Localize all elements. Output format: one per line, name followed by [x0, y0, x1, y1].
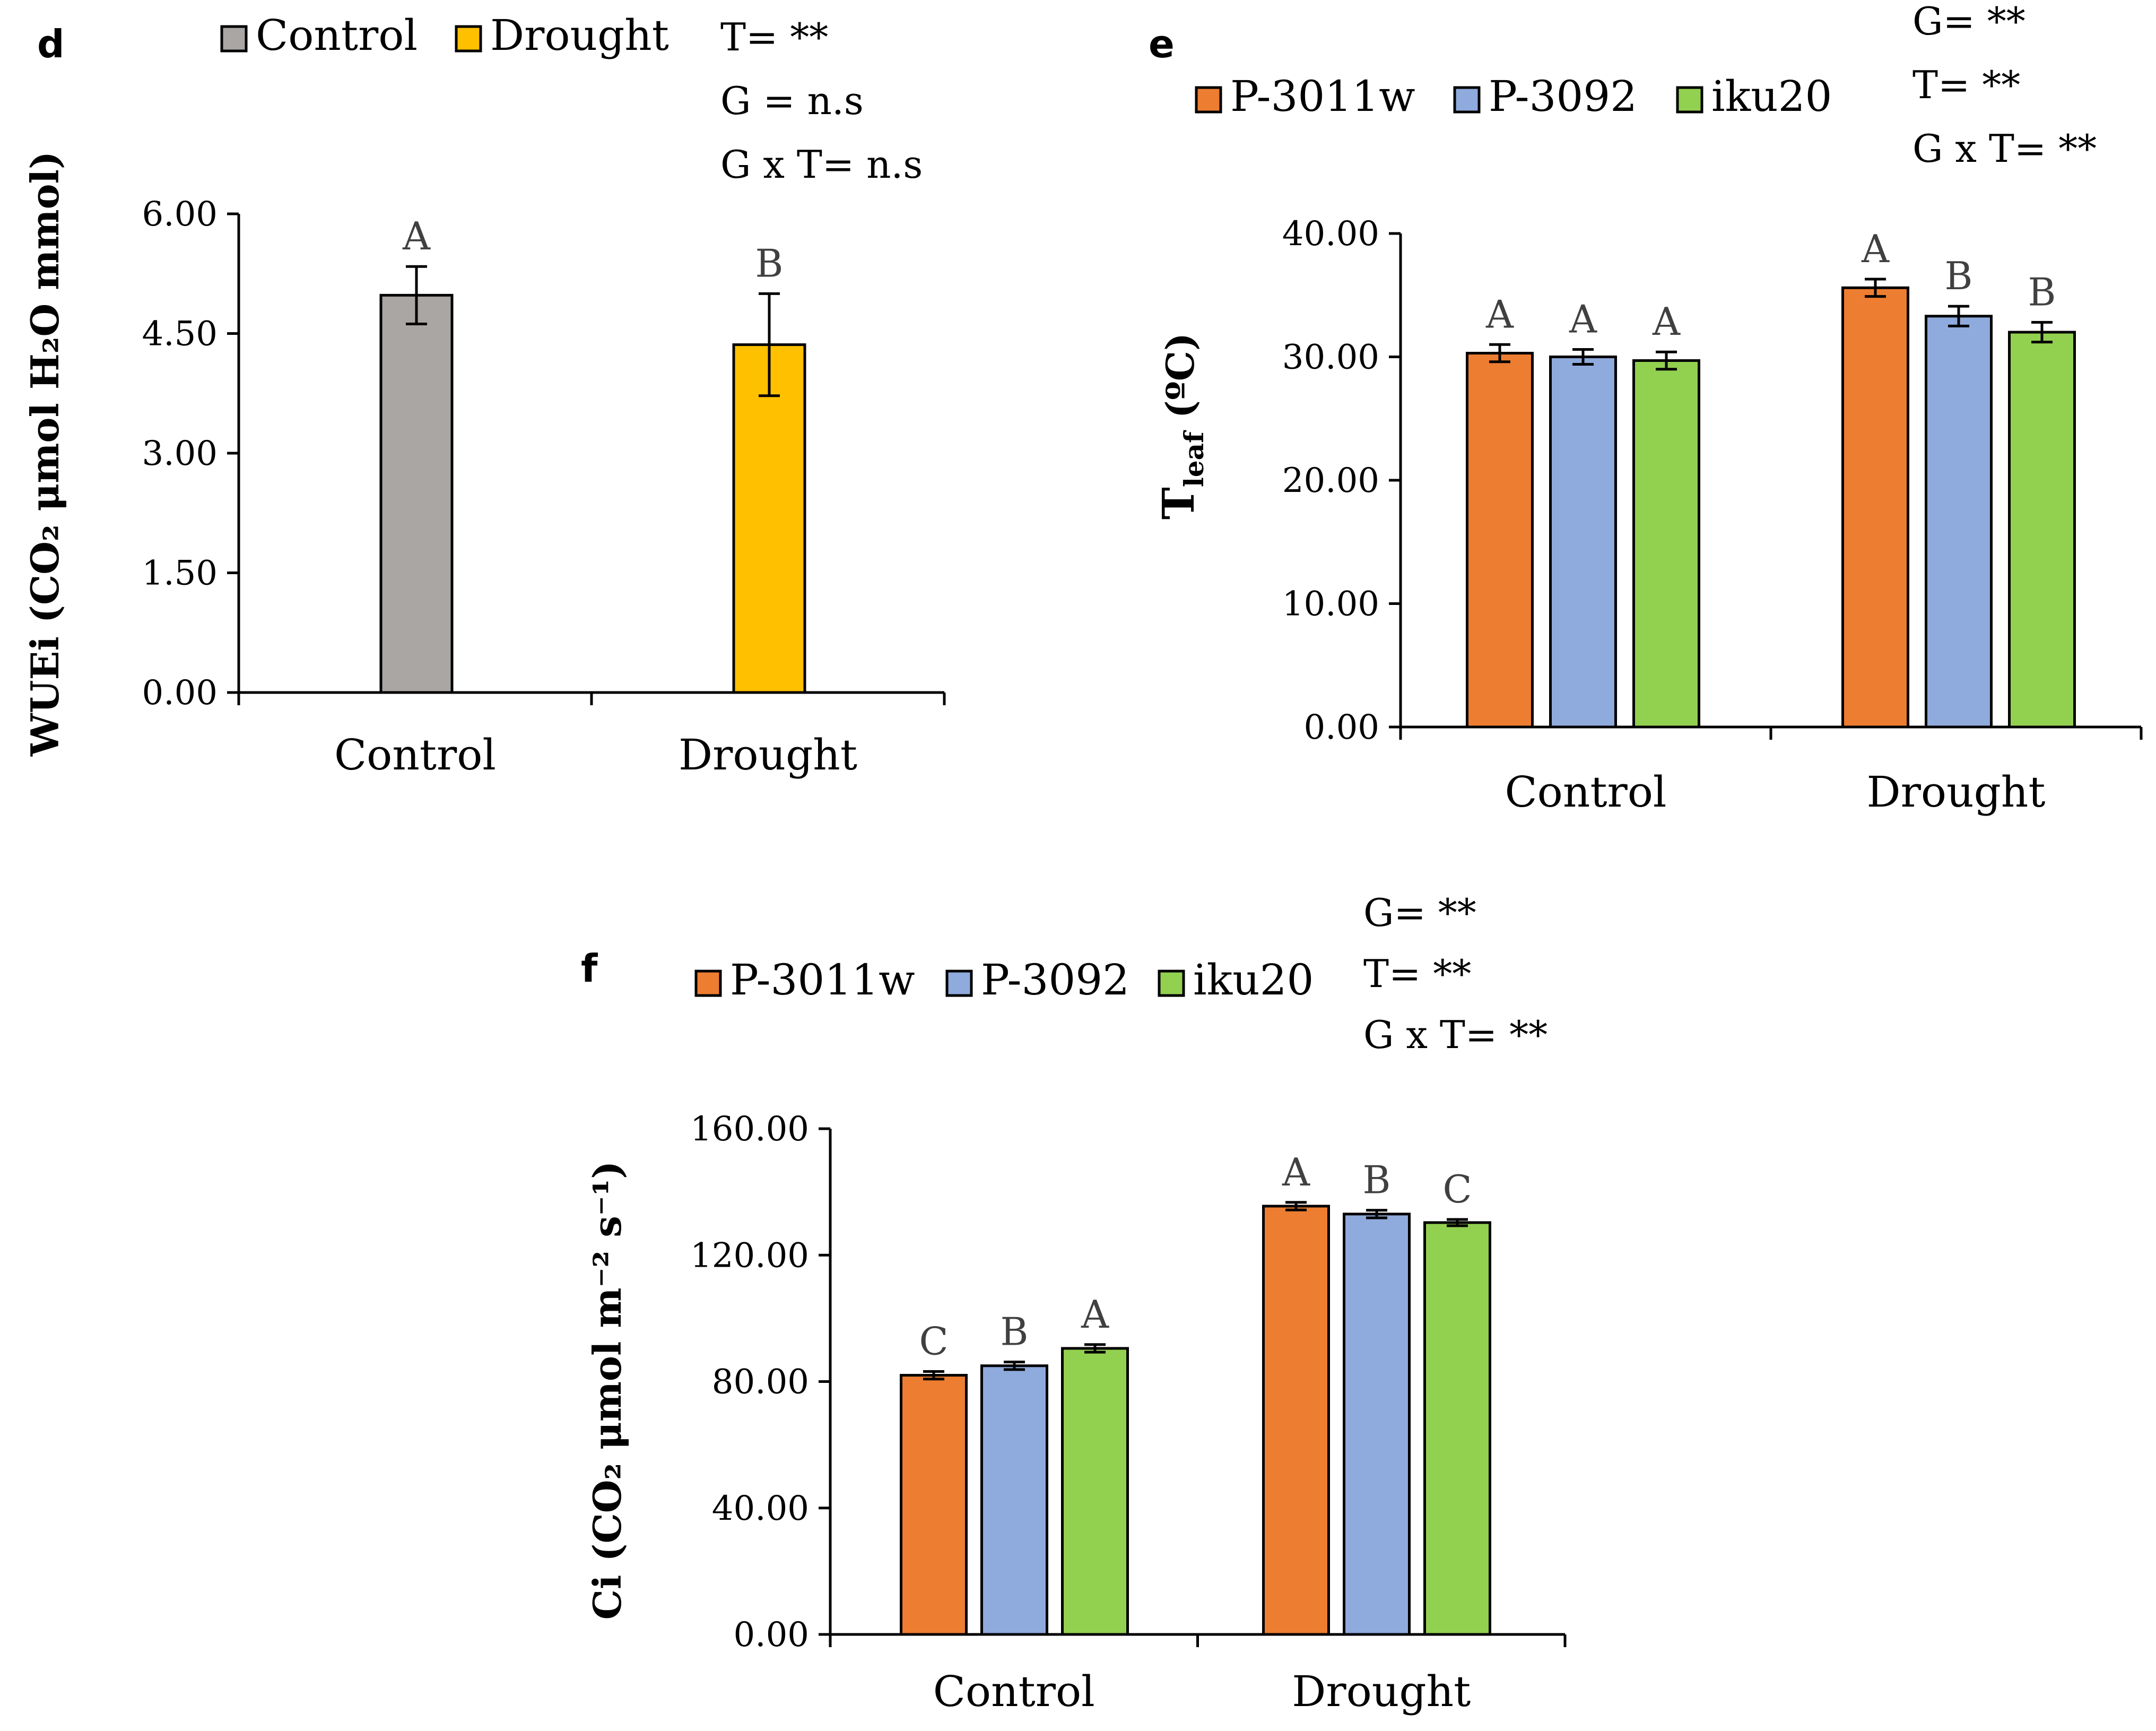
x-category-label: Control [1505, 767, 1666, 817]
legend-swatch [945, 970, 973, 997]
stats-annotation: T= ** [1912, 63, 2020, 107]
significance-letter: A [1652, 299, 1681, 344]
legend-label: iku20 [1711, 72, 1832, 121]
panel-letter: e [1149, 22, 1175, 66]
bar [1841, 286, 1909, 729]
chart-panel-e: e P-3011w P-3092 iku20 G= ** T= ** G x T= ** 0.… [1149, 0, 2143, 817]
legend-label: P-3092 [981, 955, 1129, 1005]
significance-letter: A [1282, 1150, 1310, 1195]
panel-letter: d [37, 22, 65, 66]
y-axis-label: WUEi (CO₂ μmol H₂O mmol) [22, 151, 67, 757]
y-tick-label: 20.00 [1282, 461, 1379, 500]
y-tick-label: 0.00 [1304, 708, 1380, 747]
bar [1632, 359, 1700, 729]
significance-letter: A [1081, 1292, 1109, 1337]
legend: P-3011w P-3092 iku20 [694, 955, 1314, 1005]
stats-annotation: G x T= ** [1363, 1012, 1548, 1057]
legend-label: P-3092 [1489, 72, 1637, 121]
legend-swatch [1195, 86, 1222, 114]
y-tick-label: 10.00 [1282, 585, 1379, 624]
legend-label: iku20 [1193, 955, 1314, 1005]
bar [1262, 1205, 1330, 1636]
significance-letter: C [1442, 1167, 1472, 1211]
x-category-label: Control [933, 1667, 1095, 1716]
x-category-label: Drought [1292, 1667, 1471, 1716]
bar [1061, 1347, 1129, 1636]
legend-swatch [455, 25, 482, 53]
legend-swatch [1453, 86, 1481, 114]
y-axis-label: Ci (CO₂ μmol m⁻² s⁻¹) [585, 1161, 630, 1620]
y-tick-label: 0.00 [734, 1615, 810, 1655]
legend-swatch [694, 970, 722, 997]
significance-letter: B [1945, 254, 1973, 298]
y-tick-label: 120.00 [690, 1236, 809, 1275]
x-category-label: Control [334, 730, 496, 780]
significance-letter: C [919, 1319, 948, 1363]
stats-annotation: G x T= n.s [720, 142, 923, 187]
significance-letter: A [402, 214, 431, 258]
significance-letter: B [755, 241, 784, 285]
x-category-label: Drought [1867, 767, 2046, 817]
y-tick-label: 1.50 [142, 554, 218, 593]
y-tick-label: 40.00 [712, 1489, 809, 1528]
bar [732, 343, 806, 694]
significance-letter: B [2028, 270, 2056, 314]
y-tick-label: 0.00 [142, 673, 218, 713]
legend-label: P-3011w [1230, 72, 1415, 121]
y-axis-label: Tleaf (ºC) [1153, 333, 1210, 520]
bar [980, 1364, 1048, 1636]
legend-label: Control [256, 11, 418, 60]
stats-annotation: T= ** [720, 15, 828, 59]
stats-annotation: G= ** [1363, 890, 1476, 935]
bar [1466, 352, 1534, 729]
y-tick-label: 160.00 [690, 1110, 809, 1149]
bar [379, 293, 454, 694]
legend-swatch [1158, 970, 1185, 997]
stats-annotation: G x T= ** [1912, 126, 2097, 171]
y-tick-label: 30.00 [1282, 338, 1379, 377]
x-category-label: Drought [679, 730, 857, 780]
legend: Control Drought [220, 11, 669, 60]
y-tick-label: 4.50 [142, 315, 218, 354]
significance-letter: A [1485, 292, 1514, 336]
y-tick-label: 6.00 [142, 195, 218, 234]
y-tick-label: 3.00 [142, 434, 218, 473]
stats-annotation: G= ** [1912, 0, 2025, 44]
bar [1549, 356, 1617, 729]
chart-panel-f: f P-3011w P-3092 iku20 G= ** T= ** G x T= ** 0.… [581, 890, 1567, 1716]
stats-annotation: T= ** [1363, 951, 1471, 996]
bar [900, 1374, 968, 1636]
significance-letter: A [1861, 227, 1890, 271]
bar [1925, 315, 1993, 729]
bar [1343, 1213, 1411, 1636]
legend-swatch [220, 25, 248, 53]
chart-panel-d: d Control Drought T= ** G = n.s G x T= n.s 0.0… [22, 11, 946, 780]
significance-letter: B [1363, 1158, 1391, 1202]
legend-label: Drought [490, 11, 669, 60]
legend-swatch [1676, 86, 1703, 114]
bar [1423, 1221, 1491, 1636]
significance-letter: A [1569, 297, 1597, 342]
legend-label: P-3011w [730, 955, 915, 1005]
bar [2008, 331, 2076, 729]
y-tick-label: 80.00 [712, 1363, 809, 1402]
panel-letter: f [581, 946, 598, 991]
legend: P-3011w P-3092 iku20 [1195, 72, 1832, 121]
stats-annotation: G = n.s [720, 79, 864, 123]
significance-letter: B [1001, 1310, 1029, 1354]
y-tick-label: 40.00 [1282, 214, 1379, 254]
